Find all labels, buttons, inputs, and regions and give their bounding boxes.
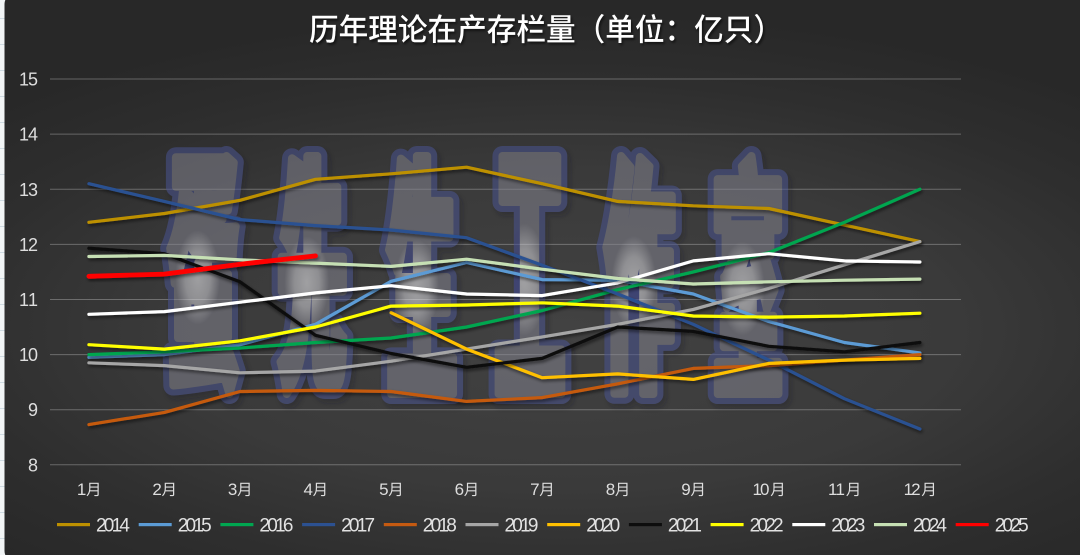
svg-text:14: 14 — [19, 125, 38, 145]
svg-text:2015: 2015 — [178, 516, 212, 537]
svg-text:10: 10 — [753, 480, 770, 499]
svg-text:3: 3 — [228, 480, 237, 499]
svg-text:2022: 2022 — [750, 516, 784, 537]
svg-text:2025: 2025 — [995, 516, 1029, 537]
svg-text:15: 15 — [19, 70, 38, 90]
svg-text:11: 11 — [828, 480, 845, 499]
svg-text:2020: 2020 — [586, 516, 620, 537]
svg-text:2016: 2016 — [259, 516, 293, 537]
svg-text:5: 5 — [379, 480, 388, 499]
svg-text:2021: 2021 — [668, 516, 702, 537]
svg-text:2017: 2017 — [341, 516, 375, 537]
svg-text:10: 10 — [19, 345, 38, 365]
svg-text:4: 4 — [304, 480, 313, 499]
svg-text:2019: 2019 — [505, 516, 539, 537]
svg-text:12: 12 — [19, 235, 38, 255]
svg-text:12: 12 — [904, 480, 921, 499]
svg-text:6: 6 — [455, 480, 464, 499]
svg-text:7: 7 — [530, 480, 539, 499]
svg-text:8: 8 — [606, 480, 615, 499]
svg-text:13: 13 — [19, 180, 38, 200]
svg-text:9: 9 — [28, 400, 38, 420]
svg-text:2018: 2018 — [423, 516, 457, 537]
svg-text:2023: 2023 — [831, 516, 865, 537]
svg-text:1: 1 — [77, 480, 86, 499]
svg-text:2024: 2024 — [913, 516, 947, 537]
svg-text:2014: 2014 — [96, 516, 130, 537]
svg-text:9: 9 — [681, 480, 690, 499]
svg-text:2: 2 — [152, 480, 161, 499]
svg-text:11: 11 — [19, 290, 38, 310]
svg-text:8: 8 — [28, 455, 38, 475]
